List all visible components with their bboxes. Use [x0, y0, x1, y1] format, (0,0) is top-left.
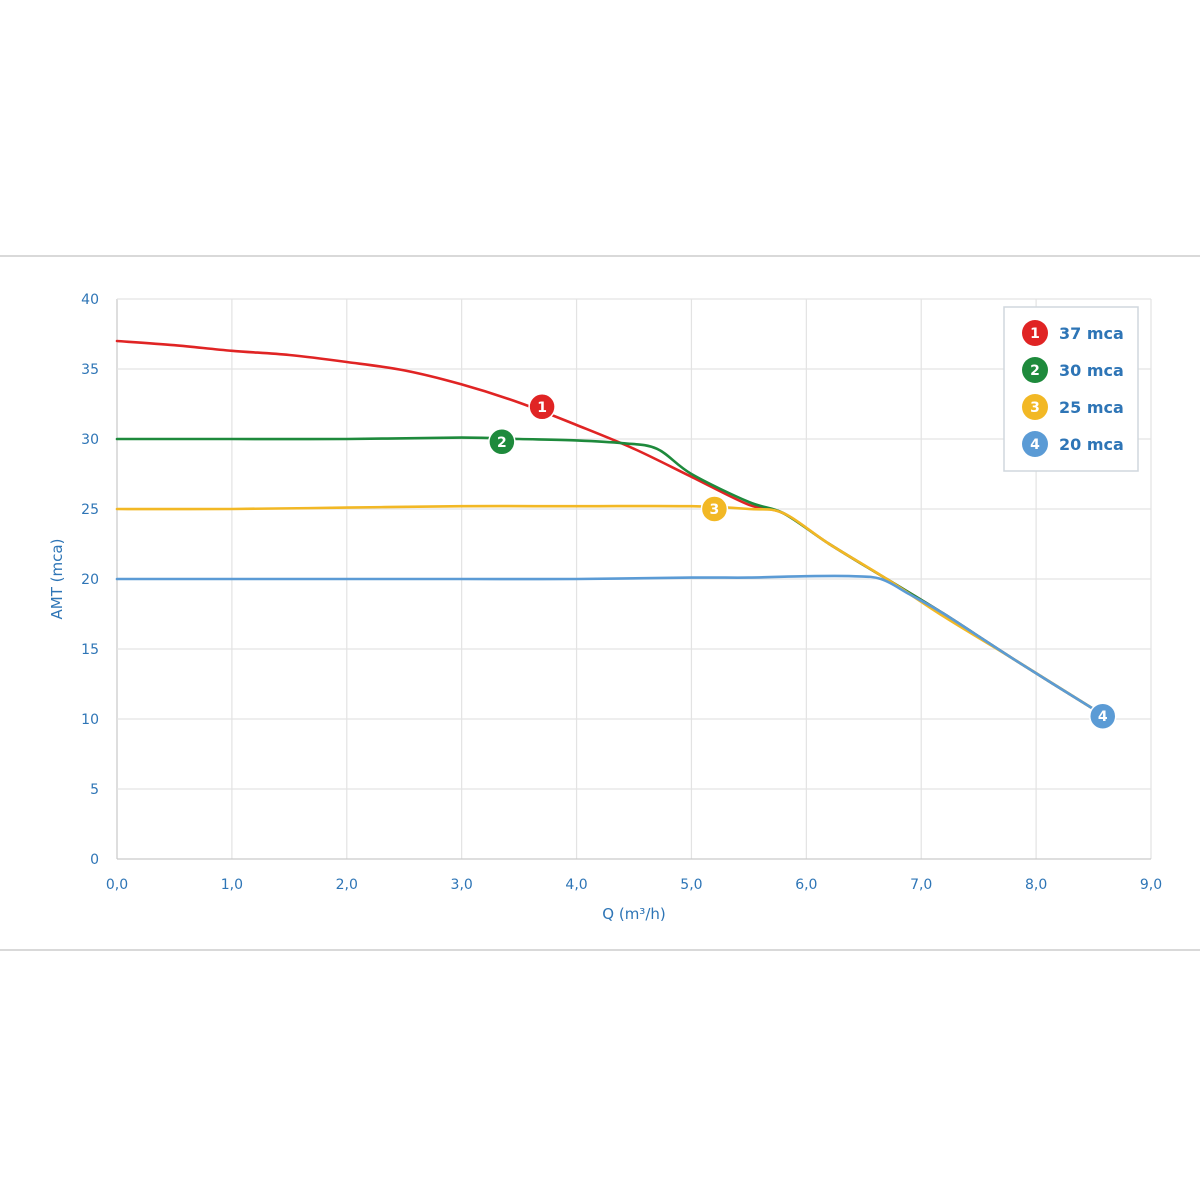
legend-swatch	[1022, 394, 1048, 420]
y-tick-label: 40	[81, 292, 99, 308]
marker-number: 2	[497, 435, 507, 451]
marker-number: 1	[537, 400, 547, 416]
series-marker-3: 3	[700, 495, 729, 523]
legend-item-4: 4 20 mca	[1022, 431, 1124, 457]
series-marker-1: 1	[528, 393, 556, 421]
series-line-3	[115, 504, 1107, 718]
x-tick-label: 2,0	[336, 877, 358, 893]
legend: 1 37 mca 2 30 mca 3 25 mca 4 20 mca	[1003, 306, 1139, 472]
x-tick-label: 7,0	[910, 877, 932, 893]
legend-label: 20 mca	[1059, 435, 1124, 454]
legend-number: 1	[1030, 326, 1040, 342]
y-tick-label: 15	[81, 642, 99, 658]
x-tick-label: 3,0	[451, 877, 473, 893]
x-tick-label: 9,0	[1140, 877, 1162, 893]
marker-number: 3	[710, 502, 720, 518]
legend-label: 30 mca	[1059, 361, 1124, 380]
legend-number: 2	[1030, 363, 1040, 379]
legend-item-1: 1 37 mca	[1022, 320, 1124, 346]
y-tick-label: 20	[81, 572, 99, 588]
series-line-4	[115, 574, 1107, 718]
y-tick-label: 30	[81, 432, 99, 448]
chart-frame: 0,0 1,0 2,0 3,0 4,0 5,0 6,0 7,0 8,0 9,0 0 5 10 15 20 25…	[0, 255, 1200, 951]
y-tick-label: 25	[81, 502, 99, 518]
x-tick-label: 8,0	[1025, 877, 1047, 893]
series-line-2	[115, 436, 1107, 718]
x-tick-label: 0,0	[106, 877, 128, 893]
marker-circle	[1088, 702, 1117, 730]
x-tick-label: 6,0	[795, 877, 817, 893]
series-marker-4: 4	[1088, 702, 1117, 730]
marker-circle	[488, 428, 516, 456]
series-line-1	[115, 339, 1107, 718]
x-tick-label: 1,0	[221, 877, 243, 893]
y-tick-label: 10	[81, 712, 99, 728]
legend-swatch	[1022, 357, 1048, 383]
marker-circle	[528, 393, 556, 421]
marker-number: 4	[1098, 709, 1108, 725]
pump-curve-chart: 0,0 1,0 2,0 3,0 4,0 5,0 6,0 7,0 8,0 9,0 0 5 10 15 20 25…	[48, 292, 1162, 923]
legend-item-2: 2 30 mca	[1022, 357, 1124, 383]
y-tick-label: 5	[90, 782, 99, 798]
x-axis-title: Q (m³/h)	[602, 905, 665, 923]
legend-number: 3	[1030, 400, 1040, 416]
x-tick-label: 5,0	[680, 877, 702, 893]
legend-swatch	[1022, 320, 1048, 346]
legend-label: 25 mca	[1059, 398, 1124, 417]
legend-item-3: 3 25 mca	[1022, 394, 1124, 420]
y-tick-label: 35	[81, 362, 99, 378]
legend-swatch	[1022, 431, 1048, 457]
y-axis-title: AMT (mca)	[48, 539, 66, 620]
y-tick-label: 0	[90, 852, 99, 868]
legend-label: 37 mca	[1059, 324, 1124, 343]
legend-number: 4	[1030, 437, 1040, 453]
marker-circle	[700, 495, 729, 523]
x-tick-label: 4,0	[565, 877, 587, 893]
series-marker-2: 2	[488, 428, 516, 456]
